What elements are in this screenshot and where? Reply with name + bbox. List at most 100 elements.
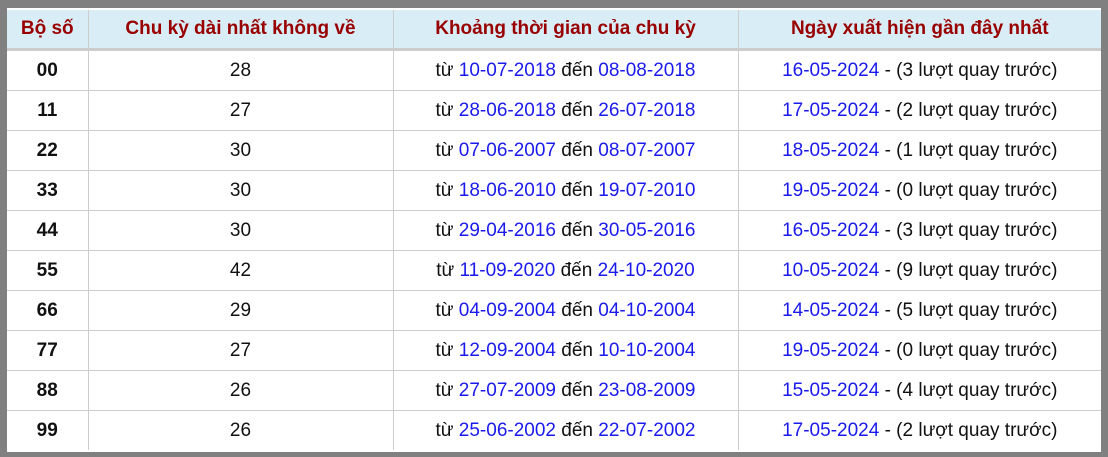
start-date: 18-06-2010 [458, 179, 556, 201]
table-row: 22 30 từ 07-06-2007 đến 08-07-2007 18-05-20… [7, 130, 1101, 171]
start-date: 25-06-2002 [458, 419, 556, 441]
cycle-cell: 30 [88, 170, 394, 211]
last-seen-date: 18-05-2024 [782, 139, 880, 161]
last-seen-date: 17-05-2024 [782, 99, 880, 121]
header-last-seen: Ngày xuất hiện gần đây nhất [738, 10, 1101, 51]
last-seen-cell: 14-05-2024 - (5 lượt quay trước) [738, 290, 1101, 331]
last-seen-cell: 18-05-2024 - (1 lượt quay trước) [738, 130, 1101, 171]
draws-ago: - (5 lượt quay trước) [879, 299, 1058, 321]
last-seen-date: 19-05-2024 [782, 339, 880, 361]
start-date: 12-09-2004 [458, 339, 556, 361]
to-label: đến [561, 179, 593, 201]
header-row: Bộ số Chu kỳ dài nhất không về Khoảng th… [7, 10, 1101, 51]
header-period: Khoảng thời gian của chu kỳ [393, 10, 739, 51]
period-cell: từ 27-07-2009 đến 23-08-2009 [393, 370, 739, 411]
from-label: từ [436, 259, 455, 281]
to-label: đến [561, 219, 593, 241]
end-date: 30-05-2016 [598, 219, 696, 241]
period-cell: từ 12-09-2004 đến 10-10-2004 [393, 330, 739, 371]
from-label: từ [435, 59, 454, 81]
last-seen-date: 19-05-2024 [782, 179, 880, 201]
cycle-cell: 26 [88, 410, 394, 450]
pair-cell: 88 [7, 370, 89, 411]
header-pair: Bộ số [7, 10, 89, 51]
start-date: 28-06-2018 [458, 99, 556, 121]
last-seen-cell: 19-05-2024 - (0 lượt quay trước) [738, 170, 1101, 211]
table-row: 33 30 từ 18-06-2010 đến 19-07-2010 19-05-20… [7, 170, 1101, 211]
period-cell: từ 18-06-2010 đến 19-07-2010 [393, 170, 739, 211]
table-row: 44 30 từ 29-04-2016 đến 30-05-2016 16-05-20… [7, 210, 1101, 251]
period-cell: từ 29-04-2016 đến 30-05-2016 [393, 210, 739, 251]
end-date: 08-08-2018 [598, 59, 696, 81]
table-row: 66 29 từ 04-09-2004 đến 04-10-2004 14-05-20… [7, 290, 1101, 331]
period-cell: từ 25-06-2002 đến 22-07-2002 [393, 410, 739, 450]
from-label: từ [435, 219, 454, 241]
start-date: 11-09-2020 [459, 259, 556, 281]
draws-ago: - (4 lượt quay trước) [879, 379, 1058, 401]
draws-ago: - (3 lượt quay trước) [879, 219, 1058, 241]
to-label: đến [561, 419, 593, 441]
to-label: đến [560, 259, 593, 281]
last-seen-cell: 15-05-2024 - (4 lượt quay trước) [738, 370, 1101, 411]
pair-cell: 44 [7, 210, 89, 251]
cycle-cell: 29 [88, 290, 394, 331]
start-date: 07-06-2007 [458, 139, 556, 161]
end-date: 19-07-2010 [598, 179, 696, 201]
last-seen-cell: 17-05-2024 - (2 lượt quay trước) [738, 90, 1101, 131]
table-row: 00 28 từ 10-07-2018 đến 08-08-2018 16-05-20… [7, 49, 1101, 91]
from-label: từ [435, 379, 454, 401]
last-seen-date: 10-05-2024 [782, 259, 880, 281]
end-date: 26-07-2018 [598, 99, 696, 121]
cycle-cell: 27 [88, 90, 394, 131]
pair-cell: 77 [7, 330, 89, 371]
table-row: 55 42 từ 11-09-2020 đến 24-10-2020 10-05-20… [7, 250, 1101, 291]
table-row: 99 26 từ 25-06-2002 đến 22-07-2002 17-05-20… [7, 410, 1101, 451]
draws-ago: - (1 lượt quay trước) [879, 139, 1058, 161]
period-cell: từ 11-09-2020 đến 24-10-2020 [393, 250, 739, 291]
from-label: từ [435, 179, 454, 201]
draws-ago: - (2 lượt quay trước) [879, 99, 1058, 121]
start-date: 04-09-2004 [458, 299, 556, 321]
last-seen-cell: 19-05-2024 - (0 lượt quay trước) [738, 330, 1101, 371]
draws-ago: - (3 lượt quay trước) [879, 59, 1058, 81]
draws-ago: - (2 lượt quay trước) [879, 419, 1058, 441]
pair-cell: 99 [7, 410, 89, 450]
cycle-stats-table: Bộ số Chu kỳ dài nhất không về Khoảng th… [7, 10, 1101, 450]
start-date: 27-07-2009 [458, 379, 556, 401]
start-date: 10-07-2018 [458, 59, 556, 81]
to-label: đến [561, 339, 593, 361]
end-date: 24-10-2020 [597, 259, 695, 281]
draws-ago: - (0 lượt quay trước) [879, 339, 1058, 361]
from-label: từ [435, 299, 454, 321]
end-date: 04-10-2004 [598, 299, 696, 321]
last-seen-cell: 17-05-2024 - (2 lượt quay trước) [738, 411, 1101, 451]
header-cycle: Chu kỳ dài nhất không về [88, 10, 394, 51]
to-label: đến [561, 299, 593, 321]
end-date: 08-07-2007 [598, 139, 696, 161]
period-cell: từ 04-09-2004 đến 04-10-2004 [393, 290, 739, 331]
pair-cell: 11 [7, 90, 89, 131]
period-cell: từ 10-07-2018 đến 08-08-2018 [393, 49, 739, 91]
last-seen-cell: 16-05-2024 - (3 lượt quay trước) [738, 210, 1101, 251]
period-cell: từ 28-06-2018 đến 26-07-2018 [393, 90, 739, 131]
start-date: 29-04-2016 [458, 219, 556, 241]
last-seen-date: 15-05-2024 [782, 379, 880, 401]
end-date: 10-10-2004 [598, 339, 696, 361]
period-cell: từ 07-06-2007 đến 08-07-2007 [393, 130, 739, 171]
pair-cell: 33 [7, 170, 89, 211]
last-seen-date: 14-05-2024 [782, 299, 880, 321]
from-label: từ [435, 419, 454, 441]
pair-cell: 55 [7, 250, 89, 291]
from-label: từ [435, 139, 454, 161]
table-row: 88 26 từ 27-07-2009 đến 23-08-2009 15-05-20… [7, 370, 1101, 411]
to-label: đến [561, 379, 593, 401]
draws-ago: - (9 lượt quay trước) [879, 259, 1058, 281]
end-date: 23-08-2009 [598, 379, 696, 401]
cycle-cell: 28 [88, 49, 394, 91]
pair-cell: 00 [7, 49, 89, 91]
pair-cell: 22 [7, 130, 89, 171]
last-seen-date: 16-05-2024 [782, 219, 880, 241]
last-seen-date: 16-05-2024 [782, 59, 880, 81]
last-seen-date: 17-05-2024 [782, 419, 880, 441]
cycle-cell: 26 [88, 370, 394, 411]
